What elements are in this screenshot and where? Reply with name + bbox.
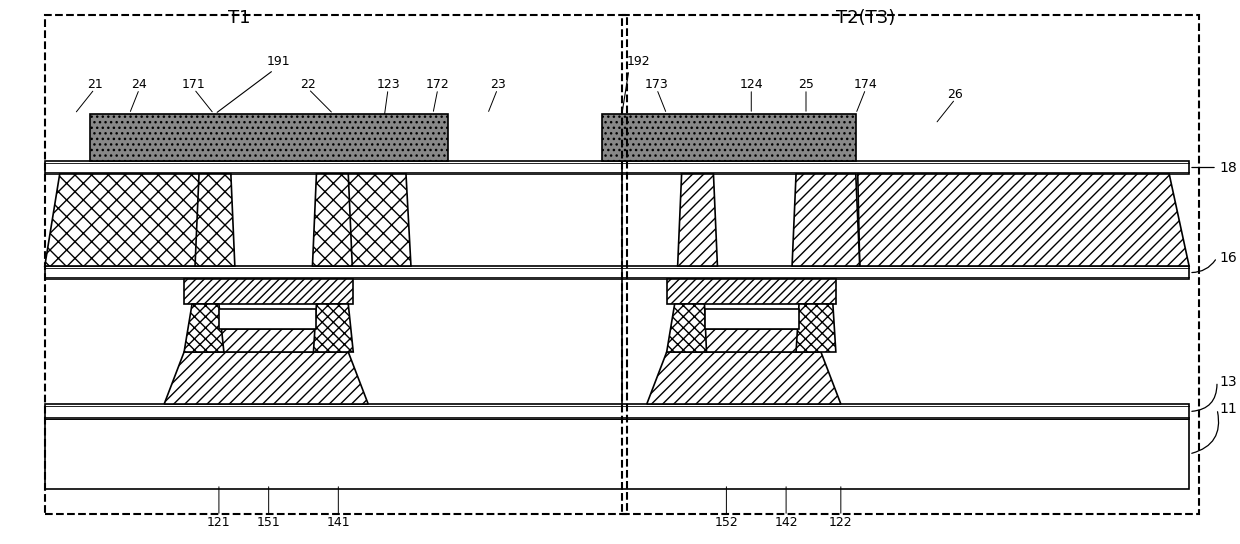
Polygon shape xyxy=(314,304,353,352)
Text: 173: 173 xyxy=(645,77,668,90)
Polygon shape xyxy=(647,352,841,404)
Text: 13: 13 xyxy=(1219,374,1236,388)
Bar xyxy=(667,279,836,304)
Text: 192: 192 xyxy=(627,55,651,68)
Text: 22: 22 xyxy=(300,77,316,90)
Text: 122: 122 xyxy=(830,516,853,529)
Text: 171: 171 xyxy=(182,77,206,90)
Text: 172: 172 xyxy=(427,77,450,90)
Bar xyxy=(89,114,448,161)
Text: 21: 21 xyxy=(87,77,103,90)
Polygon shape xyxy=(796,304,836,352)
Bar xyxy=(219,309,316,329)
Text: 141: 141 xyxy=(326,516,350,529)
Polygon shape xyxy=(858,174,1189,266)
Text: 124: 124 xyxy=(739,77,763,90)
Bar xyxy=(192,329,340,352)
Polygon shape xyxy=(316,174,410,266)
Text: 16: 16 xyxy=(1219,250,1236,264)
Polygon shape xyxy=(667,304,707,352)
Text: 18: 18 xyxy=(1219,160,1236,175)
Text: 191: 191 xyxy=(267,55,290,68)
Text: 24: 24 xyxy=(131,77,148,90)
Text: T2(T3): T2(T3) xyxy=(836,9,895,27)
Text: 11: 11 xyxy=(1219,402,1236,416)
Bar xyxy=(45,15,627,514)
Text: 174: 174 xyxy=(854,77,878,90)
Text: 121: 121 xyxy=(207,516,231,529)
Text: 142: 142 xyxy=(774,516,797,529)
Text: T1: T1 xyxy=(228,9,250,27)
Polygon shape xyxy=(792,174,859,266)
Text: 151: 151 xyxy=(257,516,280,529)
Text: 26: 26 xyxy=(947,88,963,101)
Polygon shape xyxy=(184,304,224,352)
Text: 25: 25 xyxy=(799,77,813,90)
Text: 23: 23 xyxy=(490,77,506,90)
Bar xyxy=(601,114,856,161)
Bar xyxy=(622,15,1199,514)
Bar xyxy=(45,404,1189,419)
Polygon shape xyxy=(312,174,352,266)
Text: 152: 152 xyxy=(714,516,738,529)
Polygon shape xyxy=(195,174,234,266)
Polygon shape xyxy=(677,174,718,266)
Bar xyxy=(45,419,1189,489)
Bar xyxy=(704,309,799,329)
Bar xyxy=(45,266,1189,279)
Bar xyxy=(675,329,818,352)
Polygon shape xyxy=(164,352,368,404)
Text: 123: 123 xyxy=(376,77,399,90)
Bar xyxy=(184,279,353,304)
Polygon shape xyxy=(45,174,231,266)
Bar xyxy=(45,161,1189,174)
